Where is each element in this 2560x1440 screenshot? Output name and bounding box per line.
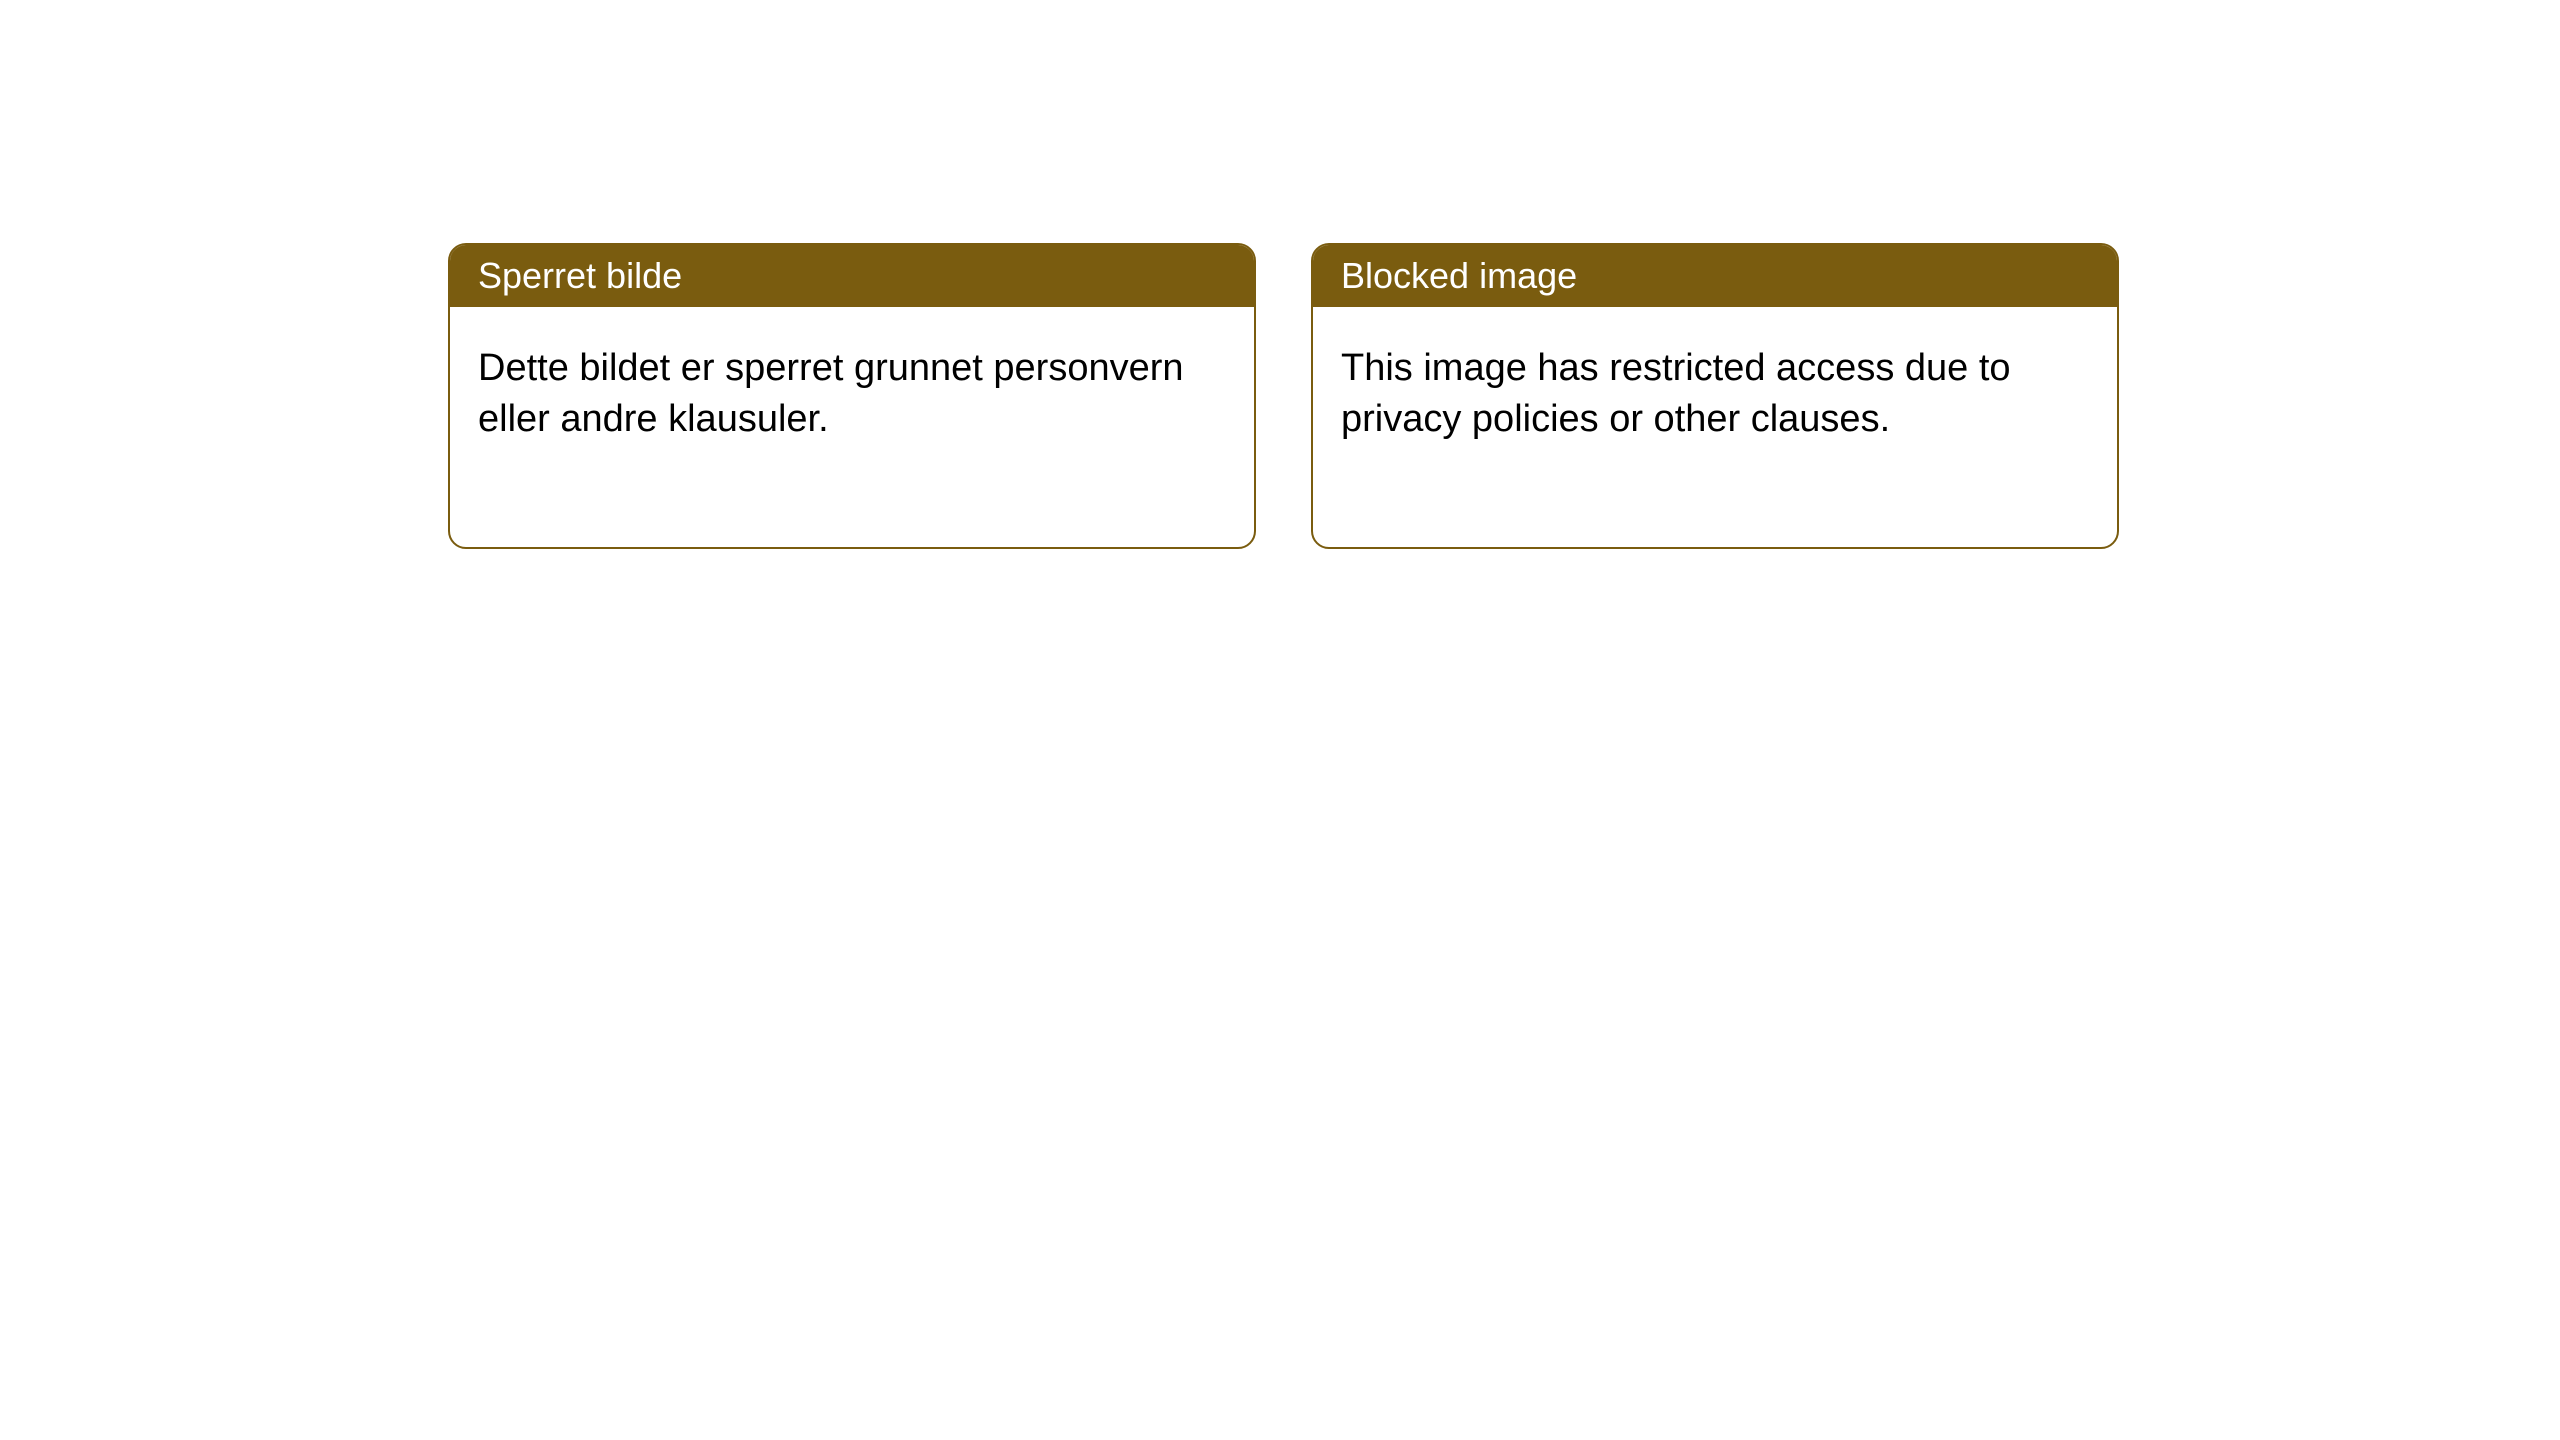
- card-body: Dette bildet er sperret grunnet personve…: [450, 307, 1254, 547]
- card-header: Blocked image: [1313, 245, 2117, 307]
- blocked-image-card-no: Sperret bilde Dette bildet er sperret gr…: [448, 243, 1256, 549]
- card-body: This image has restricted access due to …: [1313, 307, 2117, 547]
- blocked-image-card-en: Blocked image This image has restricted …: [1311, 243, 2119, 549]
- card-message: This image has restricted access due to …: [1341, 343, 2089, 446]
- card-title: Blocked image: [1341, 255, 1577, 296]
- card-message: Dette bildet er sperret grunnet personve…: [478, 343, 1226, 446]
- notice-container: Sperret bilde Dette bildet er sperret gr…: [0, 0, 2560, 549]
- card-title: Sperret bilde: [478, 255, 682, 296]
- card-header: Sperret bilde: [450, 245, 1254, 307]
